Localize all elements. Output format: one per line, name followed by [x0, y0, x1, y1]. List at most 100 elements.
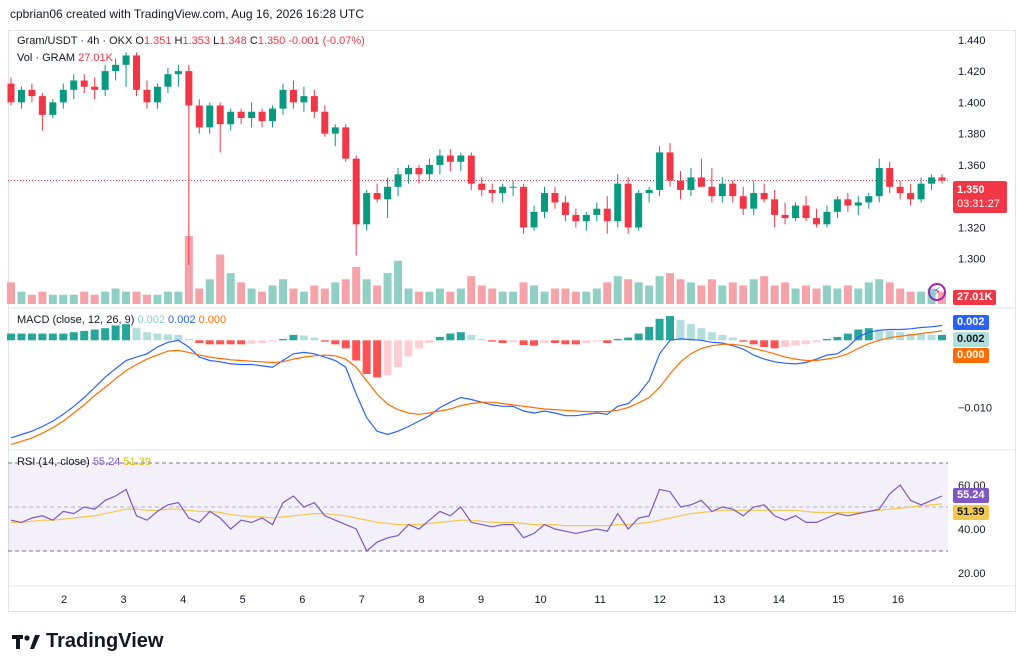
macd-histogram-bar: [48, 333, 57, 341]
candle-body: [488, 189, 496, 194]
volume-bar: [843, 285, 852, 304]
macd-histogram-bar: [509, 340, 518, 343]
candle-body: [59, 89, 67, 103]
time-axis-tick: 6: [299, 594, 305, 606]
volume-bar: [634, 282, 643, 304]
time-axis-tick: 8: [418, 594, 424, 606]
macd-histogram-bar: [603, 340, 612, 343]
macd-histogram-bar: [739, 340, 748, 342]
volume-bar: [69, 294, 78, 304]
rsi-ma-line: [11, 503, 943, 527]
volume-bar: [791, 288, 800, 304]
volume-bar: [467, 276, 476, 304]
volume-bar: [216, 254, 225, 304]
time-axis-tick: 4: [180, 594, 186, 606]
volume-bar: [760, 276, 769, 304]
time-axis-tick: 5: [240, 594, 246, 606]
time-axis-tick: 15: [832, 594, 844, 606]
macd-histogram-bar: [362, 340, 371, 374]
volume-bar: [132, 291, 141, 304]
candle-body: [676, 180, 684, 190]
volume-bar: [718, 285, 727, 304]
symbol-label[interactable]: Gram/USDT · 4h · OKX: [17, 35, 133, 47]
macd-histogram-bar: [122, 324, 131, 341]
price-axis-tick: 1.380: [958, 129, 986, 141]
candle-body: [373, 193, 381, 200]
macd-histogram-bar: [582, 340, 591, 343]
volume-legend: Vol · GRAM 27.01K: [17, 52, 113, 64]
candle-body: [185, 71, 193, 106]
price-axis-tick: 1.300: [958, 254, 986, 266]
candle-body: [823, 211, 831, 225]
volume-bar: [561, 288, 570, 304]
candle-body: [279, 89, 287, 109]
volume-bar: [80, 291, 89, 304]
volume-bar: [163, 291, 172, 304]
volume-bar: [435, 288, 444, 304]
macd-label[interactable]: MACD (close, 12, 26, 9): [17, 314, 135, 326]
candle-body: [478, 183, 486, 190]
candle-body: [206, 105, 214, 128]
macd-histogram-bar: [540, 340, 549, 343]
candle-body: [457, 155, 465, 162]
volume-label[interactable]: Vol · GRAM: [17, 52, 76, 64]
macd-histogram-bar: [404, 340, 413, 357]
volume-bar: [90, 294, 99, 304]
macd-histogram-bar: [111, 325, 120, 341]
rsi-legend: RSI (14, close) 55.24 51.39: [17, 456, 151, 468]
candle-body: [917, 183, 925, 200]
macd-histogram-bar: [195, 340, 204, 343]
macd-signal-tag: 0.000: [953, 348, 989, 363]
macd-histogram-bar: [613, 338, 622, 341]
volume-bar: [697, 285, 706, 304]
candle-body: [49, 102, 57, 115]
chart-credit: cpbrian06 created with TradingView.com, …: [10, 7, 364, 21]
volume-bar: [509, 291, 518, 304]
countdown-value: 03:31:27: [957, 198, 1000, 210]
close-value: 1.350: [257, 35, 286, 47]
volume-bar: [278, 279, 287, 304]
volume-bar: [414, 291, 423, 304]
candle-body: [28, 89, 36, 97]
volume-bar: [530, 285, 539, 304]
volume-bar: [906, 291, 915, 304]
candle-body: [7, 83, 15, 103]
volume-bar: [749, 279, 758, 304]
macd-signal-line: [10, 330, 943, 446]
macd-legend: MACD (close, 12, 26, 9) 0.002 0.002 0.00…: [17, 314, 226, 326]
volume-bar: [38, 291, 47, 304]
volume-bar: [666, 273, 675, 304]
candle-body: [153, 86, 161, 103]
macd-histogram-bar: [666, 316, 675, 341]
candle-body: [687, 177, 695, 190]
candle-body: [363, 193, 371, 225]
candle-body: [164, 74, 172, 87]
time-axis-tick: 7: [359, 594, 365, 606]
macd-histogram-bar: [655, 318, 664, 341]
volume-bar: [822, 285, 831, 304]
candle-body: [792, 205, 800, 219]
candle-body: [133, 55, 141, 90]
candle-body: [352, 158, 360, 225]
candle-body: [425, 164, 433, 175]
low-label: L: [213, 35, 220, 47]
macd-signal-value: 0.000: [198, 314, 227, 326]
volume-bar: [456, 288, 465, 304]
candle-body: [38, 96, 46, 115]
candle-body: [289, 89, 297, 103]
macd-histogram-bar: [477, 338, 486, 341]
macd-histogram-bar: [571, 340, 580, 345]
candle-body: [227, 111, 235, 125]
volume-bar: [362, 279, 371, 304]
candle-body: [415, 168, 423, 175]
macd-histogram-bar: [791, 340, 800, 346]
candle-body: [394, 174, 402, 187]
candle-body: [405, 168, 413, 175]
volume-bar: [603, 282, 612, 304]
macd-histogram-bar: [488, 340, 497, 342]
volume-bar: [299, 291, 308, 304]
lightning-icon[interactable]: ⚡: [928, 283, 946, 301]
rsi-label[interactable]: RSI (14, close): [17, 456, 90, 468]
volume-bar: [550, 288, 559, 304]
